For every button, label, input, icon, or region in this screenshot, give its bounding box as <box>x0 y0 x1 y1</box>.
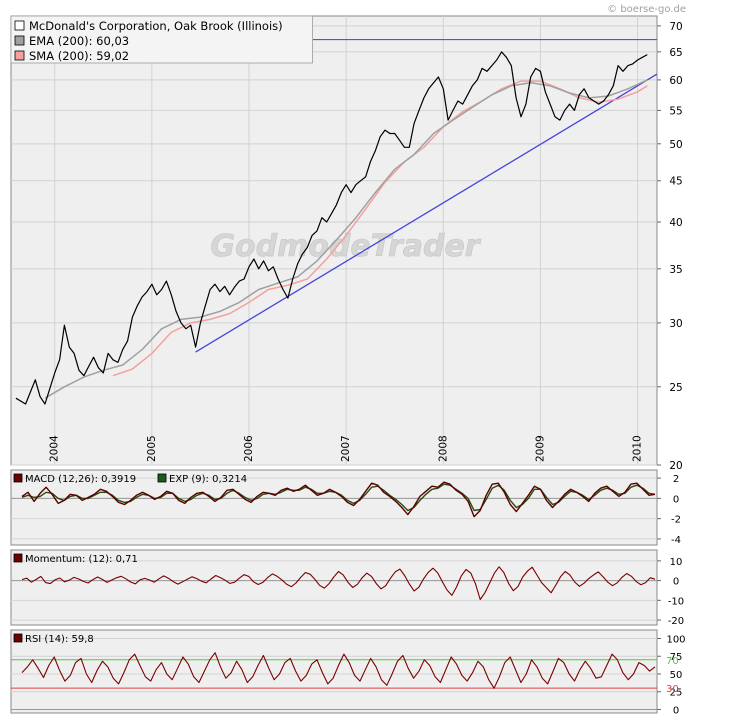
macd-legend-swatch <box>157 473 167 483</box>
panel-bg-macd <box>10 469 658 546</box>
price-tick-label: 25 <box>669 382 682 394</box>
macd-tick-label: 0 <box>673 494 679 505</box>
rsi-tick-label: 25 <box>670 688 683 699</box>
macd-legend-swatch <box>13 473 23 483</box>
x-tick-label: 2007 <box>340 435 352 462</box>
price-tick-label: 55 <box>669 105 682 117</box>
gridlines <box>11 16 657 710</box>
rsi-series-line <box>21 652 656 689</box>
source-credit: © boerse-go.de <box>607 4 686 15</box>
macd-legend-label: MACD (12,26): 0,3919 <box>25 474 136 485</box>
panel-backgrounds <box>10 15 658 714</box>
overbought-label: 70 <box>666 656 679 667</box>
rsi-tick-label: 0 <box>673 705 679 716</box>
trendline <box>195 73 658 353</box>
panel-bg-rsi <box>10 629 658 714</box>
macd-tick-label: -2 <box>671 515 681 526</box>
momentum-tick-label: 0 <box>673 577 679 588</box>
price-tick-label: 50 <box>669 139 682 151</box>
price-tick-label: 20 <box>669 460 682 472</box>
momentum-series-line <box>21 566 656 601</box>
x-tick-label: 2006 <box>243 435 255 462</box>
price-tick-label: 60 <box>669 75 682 87</box>
price-legend-label: SMA (200): 59,02 <box>29 49 129 63</box>
price-legend-swatch <box>14 50 25 61</box>
rsi-legend-swatch <box>13 633 23 643</box>
x-tick-label: 2010 <box>632 435 644 462</box>
momentum-tick-label: 10 <box>670 557 683 568</box>
rsi-legend-label: RSI (14): 59,8 <box>25 634 94 645</box>
macd-legend-label: EXP (9): 0,3214 <box>169 474 247 485</box>
momentum-tick-label: -10 <box>668 596 684 607</box>
price-legend-label: EMA (200): 60,03 <box>29 34 129 48</box>
price-tick-label: 35 <box>669 264 682 276</box>
price-legend-swatch <box>14 20 25 31</box>
macd-tick-label: 2 <box>673 474 679 485</box>
price-tick-label: 40 <box>669 217 682 229</box>
x-tick-label: 2004 <box>49 435 61 462</box>
panel-bg-price <box>10 15 658 466</box>
oversold-label: 30 <box>666 684 679 695</box>
price-legend-swatch <box>14 35 25 46</box>
price-legend-box <box>10 15 314 64</box>
price-tick-label: 30 <box>669 318 682 330</box>
panel-bg-momentum <box>10 549 658 626</box>
momentum-legend-swatch <box>13 553 23 563</box>
momentum-tick-label: -20 <box>668 616 684 627</box>
macd-tick-label: -4 <box>671 535 681 546</box>
rsi-tick-label: 100 <box>666 635 685 646</box>
ema-series-line <box>44 79 648 399</box>
macd-series-line <box>21 481 656 518</box>
x-tick-label: 2009 <box>534 435 546 462</box>
x-tick-label: 2005 <box>146 435 158 462</box>
rsi-tick-label: 75 <box>670 652 683 663</box>
price-series-line <box>15 51 648 405</box>
price-legend-label: McDonald's Corporation, Oak Brook (Illin… <box>29 19 283 33</box>
x-tick-label: 2008 <box>437 435 449 462</box>
legends: McDonald's Corporation, Oak Brook (Illin… <box>10 15 314 645</box>
price-tick-label: 70 <box>669 21 682 33</box>
momentum-legend-label: Momentum: (12): 0,71 <box>25 554 138 565</box>
price-tick-label: 45 <box>669 176 682 188</box>
series-marks <box>11 39 658 689</box>
rsi-tick-label: 50 <box>670 670 683 681</box>
price-tick-label: 65 <box>669 47 682 59</box>
